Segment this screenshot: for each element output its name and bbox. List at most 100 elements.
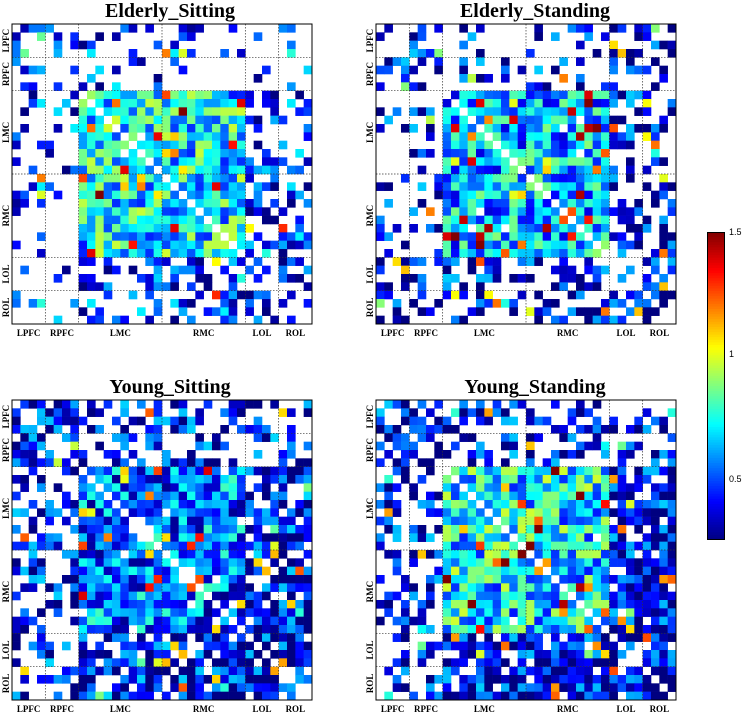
heatmap-cell [195, 199, 204, 208]
heatmap-cell [70, 408, 79, 417]
heatmap-cell [137, 491, 146, 501]
heatmap-cell [501, 232, 510, 241]
heatmap-cell [592, 274, 602, 283]
heatmap-cell [170, 525, 179, 534]
heatmap-cell [526, 683, 535, 692]
heatmap-cell [476, 132, 485, 141]
heatmap-cell [517, 140, 527, 150]
heatmap-cell [228, 483, 238, 492]
heatmap-cell [228, 666, 238, 676]
heatmap-cell [617, 625, 627, 634]
heatmap-cell [287, 683, 296, 692]
heatmap-cell [584, 516, 593, 526]
heatmap-cell [53, 608, 63, 617]
heatmap-cell [287, 441, 296, 451]
heatmap-cell [567, 149, 577, 158]
heatmap-cell [170, 174, 179, 183]
x-tick-label: RPFC [414, 704, 438, 714]
heatmap-cell [509, 541, 518, 551]
heatmap-cell [203, 441, 213, 451]
heatmap-cell [295, 149, 304, 158]
heatmap-cell [576, 282, 585, 291]
heatmap-cell [626, 633, 635, 642]
heatmap-cell [467, 232, 477, 241]
heatmap-cell [37, 508, 46, 517]
heatmap-cell [492, 224, 502, 233]
heatmap-cell [120, 157, 129, 166]
colorbar-segment [707, 309, 725, 313]
heatmap-cell [576, 307, 585, 316]
heatmap-cell [476, 516, 485, 526]
heatmap-cell [45, 416, 54, 426]
heatmap-cell [492, 115, 502, 125]
heatmap-cell [37, 140, 46, 150]
heatmap-cell [517, 232, 527, 241]
heatmap-cell [112, 558, 121, 567]
heatmap-cell [203, 608, 213, 617]
heatmap-cell [634, 90, 643, 100]
heatmap-cell [95, 224, 104, 233]
heatmap-cell [442, 182, 452, 191]
heatmap-cell [162, 625, 171, 634]
heatmap-cell [228, 90, 238, 100]
heatmap-cell [417, 49, 427, 58]
heatmap-cell [384, 65, 393, 75]
y-tick-label: RPFC [1, 438, 11, 462]
colorbar-segment [707, 463, 725, 467]
heatmap-cell [145, 475, 154, 484]
heatmap-cell [659, 625, 668, 634]
heatmap-cell [451, 516, 460, 526]
heatmap-cell [501, 90, 510, 100]
heatmap-cell [484, 500, 493, 509]
heatmap-cell [120, 633, 129, 642]
colorbar-segment [707, 360, 725, 364]
heatmap-cell [592, 165, 602, 175]
heatmap-cell [228, 115, 238, 125]
heatmap-cell [492, 525, 502, 534]
heatmap-cell [28, 458, 38, 467]
heatmap-cell [492, 475, 502, 484]
heatmap-cell [484, 240, 493, 250]
heatmap-cell [153, 558, 163, 567]
heatmap-cell [195, 683, 204, 692]
heatmap-cell [576, 124, 585, 133]
heatmap-cell [542, 475, 552, 484]
heatmap-cell [120, 215, 129, 225]
heatmap-cell [103, 140, 113, 150]
heatmap-cell [634, 124, 643, 133]
heatmap-cell [295, 600, 304, 609]
heatmap-cell [162, 240, 171, 250]
heatmap-cell [245, 500, 254, 509]
heatmap-cell [492, 132, 502, 141]
heatmap-cell [526, 475, 535, 484]
heatmap-cell [195, 591, 204, 601]
heatmap-cell [526, 525, 535, 534]
heatmap-cell [451, 483, 460, 492]
heatmap-cell [467, 265, 477, 275]
heatmap-cell [492, 199, 502, 208]
heatmap-cell [220, 174, 229, 183]
heatmap-cell [484, 466, 493, 476]
heatmap-cell [153, 282, 163, 291]
heatmap-cell [145, 99, 154, 108]
heatmap-cell [401, 400, 410, 409]
heatmap-cell [501, 566, 510, 576]
heatmap-cell [28, 82, 38, 91]
heatmap-cell [551, 508, 560, 517]
heatmap-cell [567, 124, 577, 133]
heatmap-cell [245, 683, 254, 692]
heatmap-cell [551, 90, 560, 100]
heatmap-cell [12, 691, 21, 701]
heatmap-cell [526, 90, 535, 100]
heatmap-cell [203, 232, 213, 241]
heatmap-cell [270, 90, 279, 100]
heatmap-cell [37, 558, 46, 567]
colorbar-segment [707, 275, 725, 279]
heatmap-cell [584, 533, 593, 542]
heatmap-cell [70, 299, 79, 308]
heatmap-cell [170, 274, 179, 283]
heatmap-cell [376, 541, 385, 551]
heatmap-cell [417, 458, 427, 467]
heatmap-cell [162, 525, 171, 534]
heatmap-cell [567, 433, 577, 442]
